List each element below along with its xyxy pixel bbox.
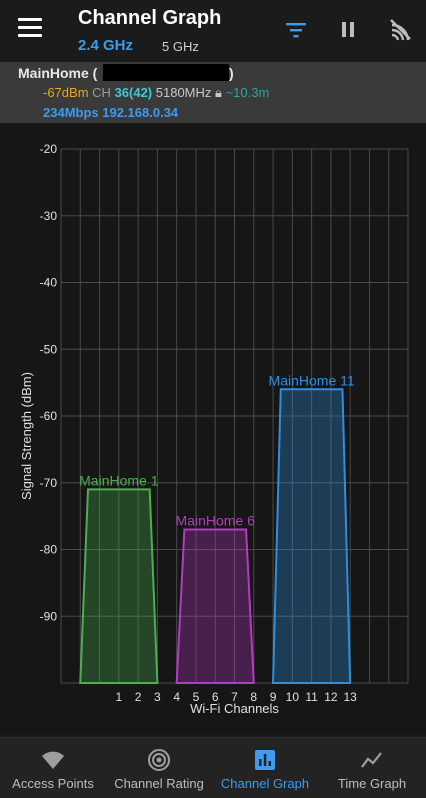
x-tick-label: 1 [115, 690, 122, 704]
x-tick-label: 9 [270, 690, 277, 704]
x-tick-label: 3 [154, 690, 161, 704]
x-tick-label: 13 [343, 690, 357, 704]
frequency: 5180MHz [155, 85, 212, 100]
x-tick-label: 5 [193, 690, 200, 704]
channel-graph: -20 -30 -40 -50 -60 -70 -80 -90 1 2 3 4 5 6 7 8 9 10 11 12 1… [0, 123, 426, 735]
band-tab-2-4ghz[interactable]: 2.4 GHz [78, 37, 134, 54]
link-info: 234Mbps 192.168.0.34 [43, 105, 179, 120]
bar-chart-icon [255, 750, 275, 770]
x-axis-label: Wi-Fi Channels [190, 701, 279, 716]
x-tick-label: 12 [324, 690, 338, 704]
band-tab-5ghz[interactable]: 5 GHz [162, 39, 199, 54]
channel-band-shape [272, 388, 352, 684]
wifi-off-icon[interactable] [386, 16, 414, 44]
broadcast-icon [148, 749, 170, 771]
channel-value: 36(42) [114, 85, 153, 100]
y-tick-label: -30 [40, 209, 58, 223]
app-bar: Channel Graph 2.4 GHz 5 GHz [0, 0, 426, 62]
y-tick-label: -40 [40, 276, 58, 290]
channel-band-shape [79, 488, 159, 684]
channel-band-shape [175, 528, 255, 684]
nav-label: Time Graph [337, 776, 407, 791]
series-label: MainHome 1 [79, 472, 159, 488]
line-chart-icon [361, 752, 382, 768]
nav-access-points[interactable]: Access Points [0, 738, 106, 798]
page-title: Channel Graph [78, 7, 222, 29]
nav-channel-graph[interactable]: Channel Graph [212, 738, 318, 798]
y-tick-label: -70 [40, 476, 58, 490]
signal-strength: -67dBm [43, 85, 89, 100]
x-tick-label: 2 [135, 690, 142, 704]
channel-graph-svg: -20-30-40-50-60-70-80-901 2 3 4 5 6 7 8 9 10 11 12 1… [19, 142, 409, 716]
y-tick-label: -80 [40, 543, 58, 557]
pause-icon[interactable] [334, 16, 362, 44]
series-label: MainHome 6 [176, 512, 256, 528]
channel-label: CH [92, 85, 111, 100]
filter-icon[interactable] [282, 16, 310, 44]
y-tick-label: -50 [40, 342, 58, 356]
y-tick-label: -20 [40, 142, 58, 156]
x-tick-label: 6 [212, 690, 219, 704]
ssid-close: ) [229, 65, 234, 81]
x-tick-label: 7 [231, 690, 238, 704]
nav-label: Channel Rating [114, 776, 204, 791]
nav-channel-rating[interactable]: Channel Rating [106, 738, 212, 798]
nav-label: Access Points [12, 776, 94, 791]
y-axis-label: Signal Strength (dBm) [19, 372, 34, 500]
ssid-label: MainHome ( [18, 65, 98, 81]
bottom-nav: Access Points Channel Rating Channel Gra… [0, 737, 426, 798]
x-tick-label: 4 [173, 690, 180, 704]
connection-info[interactable]: MainHome ( ) -67dBm CH 36(42) 5180MHz 🔒︎… [0, 62, 426, 123]
x-tick-label: 11 [305, 690, 318, 704]
x-tick-label: 10 [286, 690, 300, 704]
nav-time-graph[interactable]: Time Graph [319, 738, 425, 798]
wifi-icon [42, 751, 64, 769]
lock-icon: 🔒︎ [215, 85, 222, 100]
y-tick-label: -60 [40, 409, 58, 423]
series-label: MainHome 11 [269, 372, 355, 388]
connection-details: -67dBm CH 36(42) 5180MHz 🔒︎ ~10.3m [43, 85, 269, 101]
nav-label: Channel Graph [220, 776, 310, 791]
menu-icon[interactable] [18, 18, 42, 38]
x-tick-label: 8 [250, 690, 257, 704]
distance: ~10.3m [225, 85, 270, 100]
y-tick-label: -90 [40, 609, 58, 623]
redacted-bssid [103, 64, 229, 81]
